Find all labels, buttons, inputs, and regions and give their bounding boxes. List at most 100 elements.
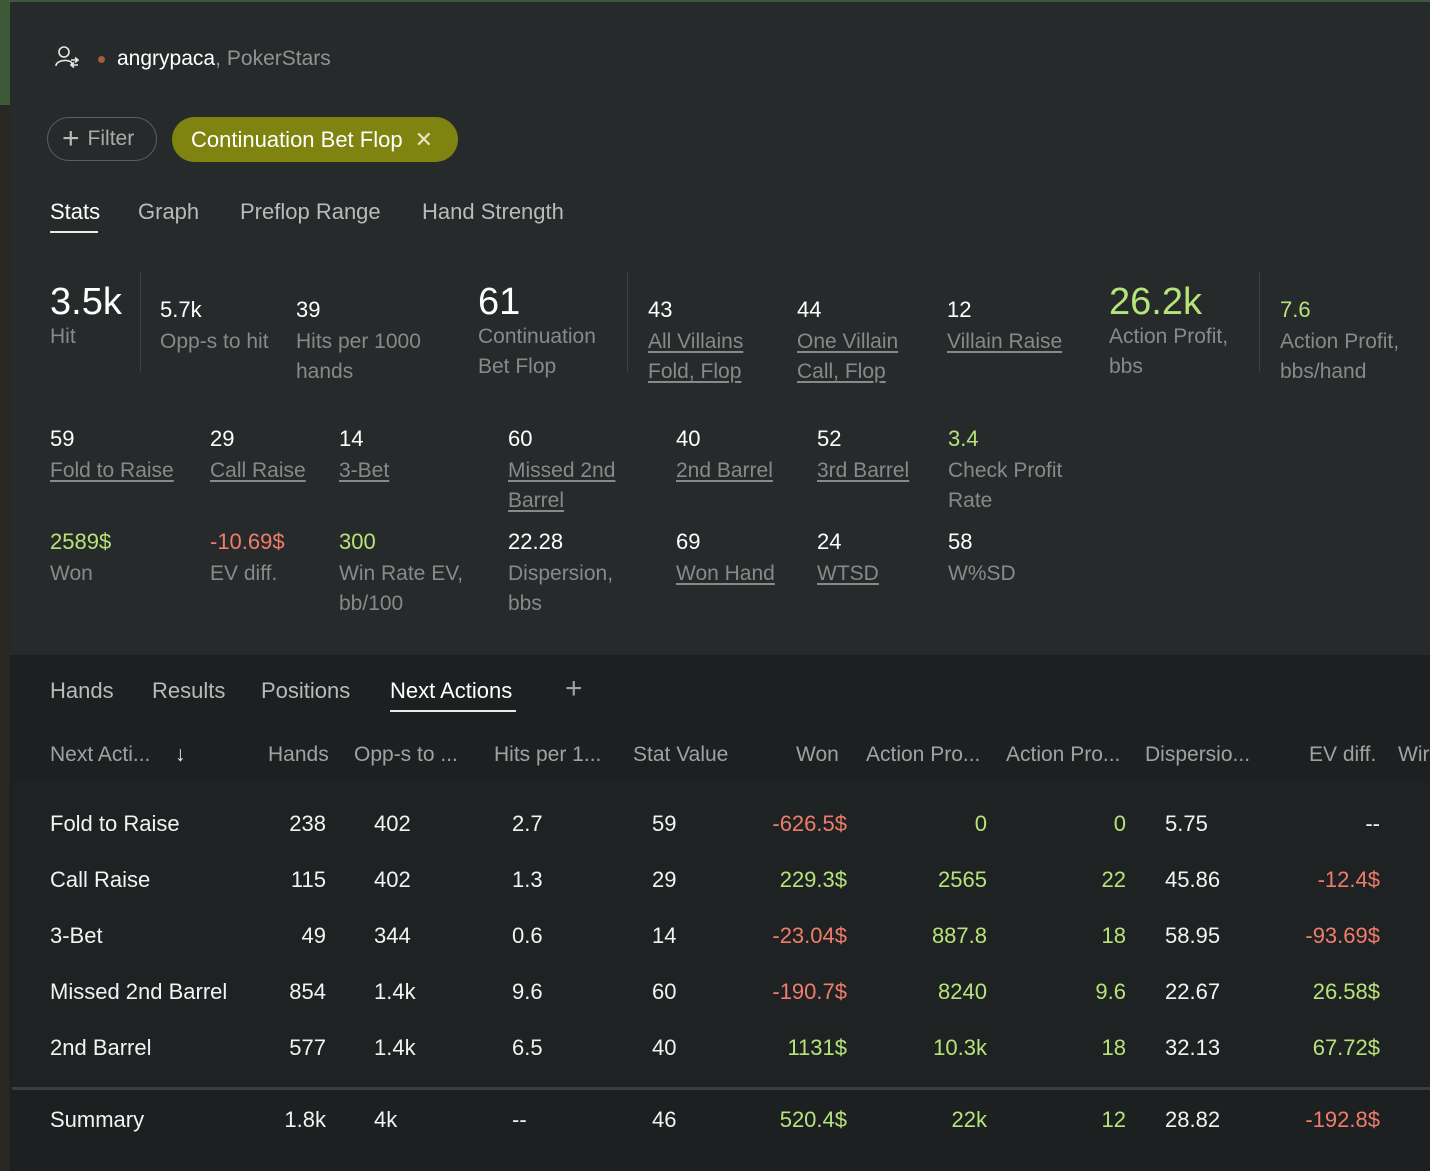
stat-link[interactable]: All Villains: [648, 330, 744, 353]
column-header-win-rate[interactable]: Wir: [1398, 743, 1430, 766]
switch-player-icon[interactable]: [54, 44, 80, 75]
stat-link[interactable]: One Villain: [797, 330, 899, 353]
cell-hands: 49: [301, 923, 326, 948]
column-header-hands[interactable]: Hands: [268, 743, 329, 766]
stat-call-raise[interactable]: 29 Call Raise: [210, 426, 306, 486]
stat-label: Action Profit,: [1280, 330, 1400, 353]
cell-action-profit-per-hand: 18: [1101, 1035, 1126, 1060]
stat-link-line2[interactable]: Call, Flop: [797, 360, 886, 383]
stat-all-villains-fold[interactable]: 43 All Villains Fold, Flop: [648, 297, 743, 387]
tab-results[interactable]: Results: [152, 678, 226, 703]
stat-won-hand[interactable]: 69 Won Hand: [676, 529, 775, 589]
stat-link[interactable]: 3-Bet: [339, 459, 390, 482]
cell-won: -190.7$: [772, 979, 847, 1004]
top-edge: [10, 0, 1430, 2]
column-header-stat-value[interactable]: Stat Value: [633, 743, 729, 766]
tab-positions[interactable]: Positions: [261, 678, 351, 703]
cell-hands: 238: [289, 811, 326, 836]
cell-hits-per-1000: 6.5: [512, 1035, 543, 1060]
cell-won: 229.3$: [779, 867, 847, 892]
tab-preflop-range[interactable]: Preflop Range: [240, 199, 381, 224]
stat-value: 39: [296, 297, 321, 322]
column-header-dispersion[interactable]: Dispersio...: [1145, 743, 1251, 766]
stat-label-line2: Rate: [948, 489, 993, 512]
cell-hands: 854: [289, 979, 326, 1004]
stat-label: Opp-s to hit: [160, 330, 269, 353]
site-name: PokerStars: [226, 47, 331, 70]
cell-action-profit: 887.8: [931, 923, 987, 948]
stat-one-villain-call[interactable]: 44 One Villain Call, Flop: [797, 297, 898, 387]
close-icon[interactable]: ✕: [414, 126, 434, 152]
stat-link[interactable]: Call Raise: [210, 459, 306, 482]
cell-opps: 402: [374, 811, 411, 836]
column-header-next-action[interactable]: Next Acti...: [50, 743, 151, 766]
stat-link[interactable]: Fold to Raise: [50, 459, 174, 482]
stat-link[interactable]: Missed 2nd: [508, 459, 616, 482]
tab-next-actions[interactable]: Next Actions: [390, 678, 513, 703]
sort-desc-icon[interactable]: ↓: [175, 743, 186, 766]
stat-value: 58: [948, 529, 973, 554]
cell-won: 1131$: [787, 1035, 847, 1060]
tab-hand-strength[interactable]: Hand Strength: [422, 199, 564, 224]
tab-hands[interactable]: Hands: [50, 678, 114, 703]
stat-wtsd[interactable]: 24 WTSD: [817, 529, 879, 589]
stat-villain-raise[interactable]: 12 Villain Raise: [947, 297, 1062, 357]
left-edge: [0, 0, 10, 1171]
stat-value: 5.7k: [160, 297, 202, 322]
stat-hit: 3.5k Hit: [50, 282, 122, 352]
stat-label-line2: bbs/hand: [1280, 360, 1367, 383]
stat-link[interactable]: 3rd Barrel: [817, 459, 910, 482]
stat-dispersion: 22.28 Dispersion, bbs: [508, 529, 613, 619]
stat-fold-to-raise[interactable]: 59 Fold to Raise: [50, 426, 174, 486]
stat-opps-to-hit: 5.7k Opp-s to hit: [160, 297, 269, 357]
stat-link-line2[interactable]: Barrel: [508, 489, 565, 512]
stat-missed-2nd-barrel[interactable]: 60 Missed 2nd Barrel: [508, 426, 615, 516]
cell-action-profit-per-hand: 9.6: [1095, 979, 1126, 1004]
stat-link[interactable]: 2nd Barrel: [676, 459, 773, 482]
column-header-won[interactable]: Won: [796, 743, 839, 766]
add-tab-icon[interactable]: +: [565, 672, 583, 705]
stat-value: 44: [797, 297, 822, 322]
stat-link[interactable]: Won Hand: [676, 562, 775, 585]
cell-dispersion: 58.95: [1165, 923, 1221, 948]
tab-graph[interactable]: Graph: [138, 199, 200, 224]
column-header-action-profit[interactable]: Action Pro...: [866, 743, 981, 766]
stat-link[interactable]: Villain Raise: [947, 330, 1063, 353]
stat-link[interactable]: WTSD: [817, 562, 879, 585]
cell-stat-value: 60: [652, 979, 677, 1004]
cell-action-profit: 8240: [938, 979, 987, 1004]
column-header-hits-per-1000[interactable]: Hits per 1...: [494, 743, 602, 766]
tab-stats-underline: [50, 231, 98, 233]
cell-stat-value: 59: [652, 811, 677, 836]
stat-value: 22.28: [508, 529, 564, 554]
cell-won: -23.04$: [772, 923, 847, 948]
cell-dispersion: 32.13: [1165, 1035, 1221, 1060]
cell-opps: 402: [374, 867, 411, 892]
cell-dispersion: 5.75: [1165, 811, 1208, 836]
stat-value: 14: [339, 426, 364, 451]
column-header-opps[interactable]: Opp-s to ...: [354, 743, 458, 766]
cell-action-profit-per-hand: 12: [1101, 1107, 1126, 1132]
stat-label: Hit: [50, 325, 76, 348]
stat-continuation-bet-flop: 61 Continuation Bet Flop: [478, 282, 596, 382]
add-filter-button[interactable]: + Filter: [47, 117, 157, 161]
stat-3-bet[interactable]: 14 3-Bet: [339, 426, 389, 486]
stat-link-line2[interactable]: Fold, Flop: [648, 360, 742, 383]
stat-value: 3.5k: [50, 281, 122, 323]
tab-stats[interactable]: Stats: [50, 199, 101, 224]
filter-chip[interactable]: Continuation Bet Flop ✕: [172, 117, 458, 162]
stat-3rd-barrel[interactable]: 52 3rd Barrel: [817, 426, 909, 486]
cell-hits-per-1000: 9.6: [512, 979, 543, 1004]
column-header-action-profit-per-hand[interactable]: Action Pro...: [1006, 743, 1121, 766]
stat-2nd-barrel[interactable]: 40 2nd Barrel: [676, 426, 773, 486]
cell-action: Call Raise: [50, 867, 151, 892]
cell-action: 2nd Barrel: [50, 1035, 152, 1060]
column-header-ev-diff[interactable]: EV diff.: [1309, 743, 1377, 766]
username[interactable]: angrypaca: [117, 47, 216, 70]
stat-value: 26.2k: [1109, 281, 1202, 323]
tab-next-actions-underline: [390, 710, 516, 712]
cell-opps: 4k: [374, 1107, 398, 1132]
cell-action: 3-Bet: [50, 923, 103, 948]
stat-label: Won: [50, 562, 93, 585]
summary-separator: [12, 1087, 1430, 1090]
